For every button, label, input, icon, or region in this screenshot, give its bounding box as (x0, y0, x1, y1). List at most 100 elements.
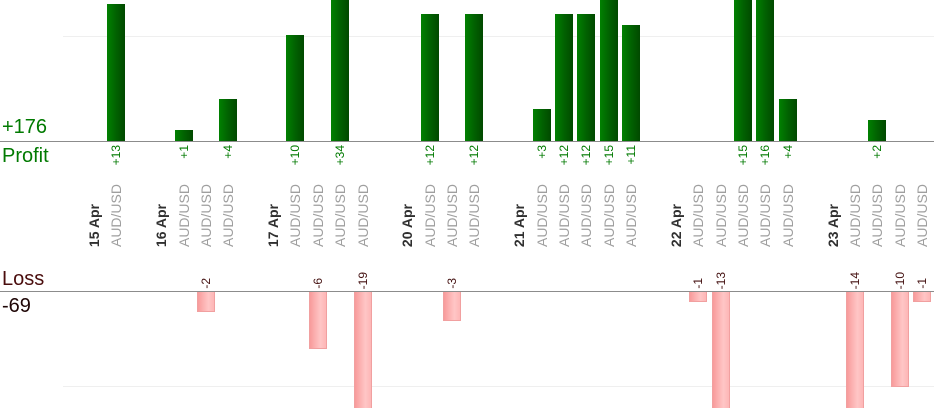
symbol-label: AUD/USD (444, 183, 461, 247)
loss-value-slot: -10 (888, 250, 912, 289)
loss-gridline (63, 386, 934, 387)
symbol-label: AUD/USD (779, 183, 796, 247)
profit-value-label: +12 (579, 145, 594, 166)
date-slot: 16 Apr (149, 180, 173, 247)
symbol-label: AUD/USD (735, 183, 752, 247)
symbol-label: AUD/USD (533, 183, 550, 247)
loss-value-label: -13 (713, 271, 728, 289)
loss-bar (913, 292, 932, 302)
date-slot: 23 Apr (821, 180, 845, 247)
loss-total-label: -69 (2, 295, 31, 317)
symbol-slot: AUD/USD (351, 180, 375, 247)
date-label: 23 Apr (824, 203, 841, 247)
profit-value-label: +12 (556, 145, 571, 166)
symbol-slot: AUD/USD (462, 180, 486, 247)
profit-gridline (63, 36, 934, 37)
loss-value-slot: -2 (194, 250, 218, 289)
loss-bar (689, 292, 708, 302)
symbol-slot: AUD/USD (686, 180, 710, 247)
symbol-slot: AUD/USD (104, 180, 128, 247)
date-label: 21 Apr (511, 203, 528, 247)
profit-bar (599, 0, 618, 141)
profit-bar (756, 0, 775, 141)
profit-bar (107, 4, 126, 141)
symbol-slot: AUD/USD (418, 180, 442, 247)
symbol-slot: AUD/USD (865, 180, 889, 247)
profit-value-label: +1 (176, 145, 191, 159)
profit-axis-line (0, 141, 934, 142)
profit-bar (465, 14, 484, 141)
loss-axis-caption: Loss (2, 268, 45, 290)
profit-value-label: +10 (288, 145, 303, 166)
loss-value-label: -1 (691, 278, 706, 289)
date-label: 20 Apr (399, 203, 416, 247)
loss-bar (353, 292, 372, 408)
loss-value-slot: -3 (440, 250, 464, 289)
date-label: 22 Apr (667, 203, 684, 247)
symbol-label: AUD/USD (197, 183, 214, 247)
loss-axis-line (0, 291, 934, 292)
profit-value-label: +12 (467, 145, 482, 166)
profit-value-label: +15 (601, 145, 616, 166)
profit-bar (286, 35, 305, 141)
date-label: 15 Apr (86, 203, 102, 247)
loss-bar (711, 292, 730, 408)
profit-value-label: +12 (422, 145, 437, 166)
profit-value-label: +34 (333, 145, 348, 166)
profit-value-label: +11 (624, 145, 639, 165)
symbol-label: AUD/USD (555, 183, 572, 247)
symbol-slot: AUD/USD (172, 180, 196, 247)
profit-bar (420, 14, 439, 141)
symbol-label: AUD/USD (354, 183, 371, 247)
symbol-slot: AUD/USD (216, 180, 240, 247)
symbol-label: AUD/USD (846, 183, 863, 247)
symbol-slot: AUD/USD (328, 180, 352, 247)
profit-value-label: +16 (758, 145, 773, 166)
symbol-slot: AUD/USD (753, 180, 777, 247)
loss-value-slot: -19 (351, 250, 375, 289)
loss-bar (443, 292, 462, 321)
symbol-slot: AUD/USD (283, 180, 307, 247)
profit-value-label: +4 (780, 145, 795, 159)
symbol-label: AUD/USD (421, 183, 438, 247)
profit-plot-area (0, 0, 934, 141)
loss-bar (890, 292, 909, 387)
date-label: 17 Apr (265, 203, 282, 247)
profit-value-label: +15 (736, 145, 751, 166)
profit-value-label: +13 (109, 145, 124, 166)
loss-value-label: -1 (915, 278, 930, 289)
profit-value-label: +2 (870, 145, 885, 159)
symbol-slot: AUD/USD (306, 180, 330, 247)
symbol-label: AUD/USD (287, 183, 304, 247)
profit-bar (219, 99, 238, 141)
symbol-slot: AUD/USD (843, 180, 867, 247)
symbol-label: AUD/USD (175, 183, 192, 247)
loss-value-slot: -6 (306, 250, 330, 289)
symbol-label: AUD/USD (712, 183, 729, 247)
loss-value-label: -19 (355, 271, 370, 289)
loss-bar (196, 292, 215, 312)
symbol-label: AUD/USD (578, 183, 595, 247)
symbol-slot: AUD/USD (440, 180, 464, 247)
loss-value-slot: -1 (910, 250, 934, 289)
symbol-label: AUD/USD (466, 183, 483, 247)
symbol-label: AUD/USD (869, 183, 886, 247)
profit-value-label: +3 (534, 145, 549, 159)
loss-plot-area (0, 292, 934, 408)
symbol-label: AUD/USD (623, 183, 640, 247)
symbol-slot: AUD/USD (731, 180, 755, 247)
loss-value-label: -3 (445, 278, 460, 289)
symbol-label: AUD/USD (332, 183, 349, 247)
symbol-slot: AUD/USD (776, 180, 800, 247)
symbol-slot: AUD/USD (597, 180, 621, 247)
loss-value-label: -10 (892, 271, 907, 289)
symbol-slot: AUD/USD (574, 180, 598, 247)
date-slot: 17 Apr (261, 180, 285, 247)
symbol-label: AUD/USD (309, 183, 326, 247)
date-label: 16 Apr (153, 203, 170, 247)
date-slot: 15 Apr (82, 180, 106, 247)
profit-bar (174, 130, 193, 141)
loss-value-slot: -1 (686, 250, 710, 289)
symbol-slot: AUD/USD (910, 180, 934, 247)
